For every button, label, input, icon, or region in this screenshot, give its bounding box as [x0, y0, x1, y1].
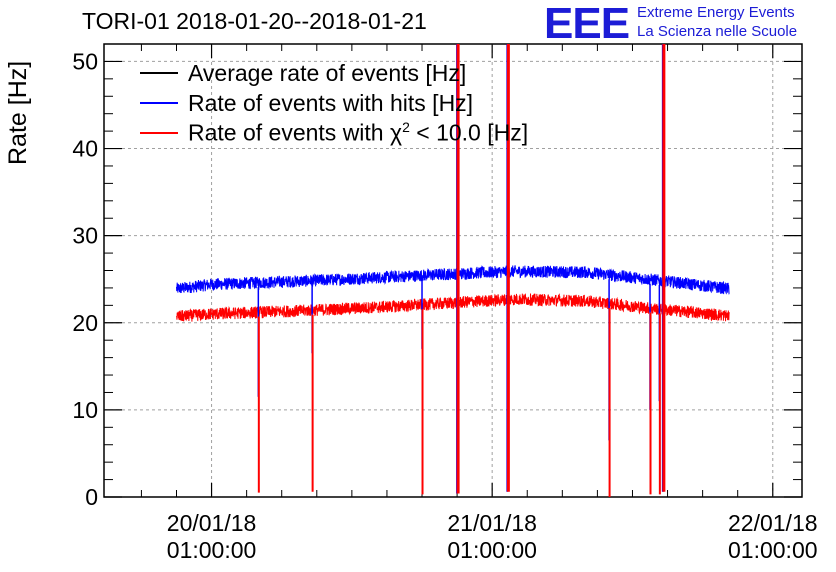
legend-swatch-chi2	[140, 132, 178, 134]
legend-item-average: Average rate of events [Hz]	[140, 58, 528, 88]
legend-label-chi2-sup: 2	[402, 119, 410, 136]
y-axis-label: Rate [Hz]	[4, 60, 32, 165]
y-tick-label: 20	[72, 310, 98, 336]
logo-line-1: Extreme Energy Events	[637, 4, 795, 21]
x-tick-label-time: 01:00:00	[728, 537, 818, 563]
legend-label-chi2-symbol: χ	[390, 119, 403, 146]
series-hits-line	[175, 265, 730, 295]
y-tick-label: 40	[72, 136, 98, 162]
chart-title: TORI-01 2018-01-20--2018-01-21	[82, 8, 427, 34]
legend-item-chi2: Rate of events with χ2 < 10.0 [Hz]	[140, 118, 528, 148]
legend-swatch-average	[140, 72, 178, 74]
legend-swatch-hits	[140, 102, 178, 104]
legend-label-chi2-prefix: Rate of events with	[188, 119, 390, 146]
y-tick-label: 50	[72, 48, 98, 74]
legend: Average rate of events [Hz] Rate of even…	[140, 58, 528, 148]
x-tick-label-date: 22/01/18	[728, 510, 818, 536]
eee-logo-text: Extreme Energy Events La Scienza nelle S…	[637, 3, 797, 41]
y-tick-label: 0	[85, 484, 98, 510]
eee-logo: EEE	[544, 0, 630, 48]
x-tick-label-date: 21/01/18	[447, 510, 537, 536]
series-chi2-line	[176, 293, 730, 322]
legend-item-hits: Rate of events with hits [Hz]	[140, 88, 528, 118]
x-tick-label-time: 01:00:00	[447, 537, 537, 563]
x-tick-label-date: 20/01/18	[167, 510, 257, 536]
x-tick-label-time: 01:00:00	[167, 537, 257, 563]
y-tick-label: 10	[72, 397, 98, 423]
legend-label-chi2: Rate of events with χ2 < 10.0 [Hz]	[188, 119, 528, 147]
logo-line-2: La Scienza nelle Scuole	[637, 23, 798, 40]
legend-label-average: Average rate of events [Hz]	[188, 59, 467, 86]
legend-label-hits: Rate of events with hits [Hz]	[188, 89, 474, 116]
y-tick-label: 30	[72, 223, 98, 249]
legend-label-chi2-suffix: < 10.0 [Hz]	[409, 119, 529, 146]
